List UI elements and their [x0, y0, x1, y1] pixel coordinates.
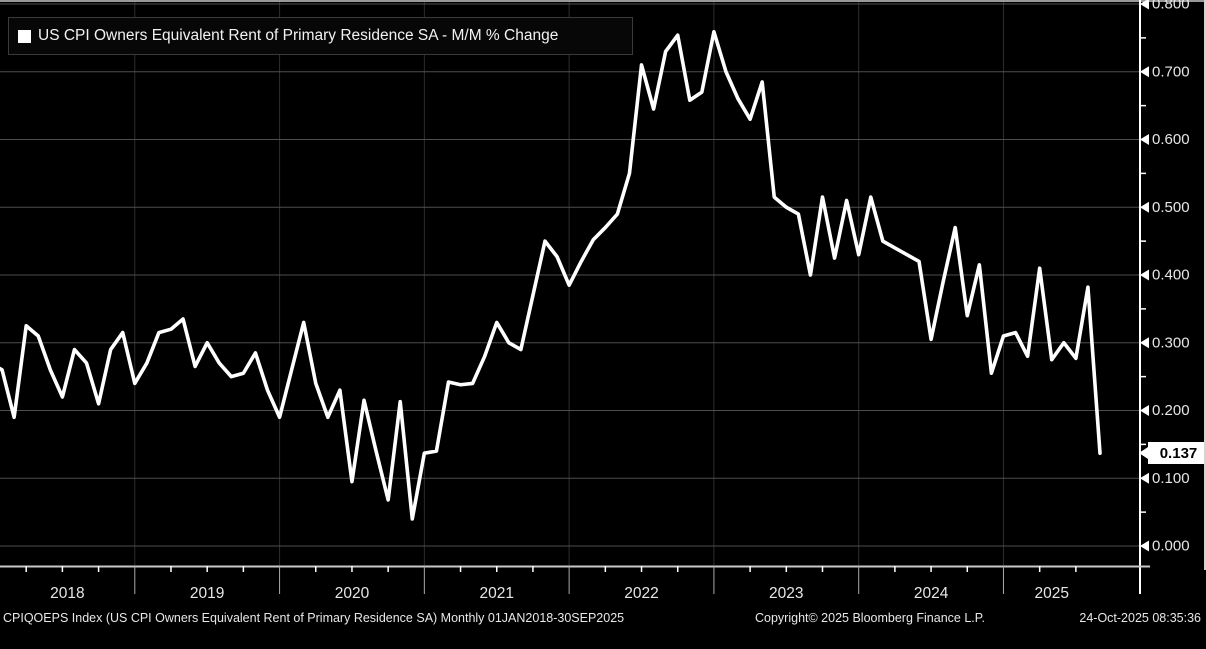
y-axis-label: 0.300 [1152, 334, 1190, 351]
window-right-edge [1204, 0, 1206, 570]
y-axis-label: 0.200 [1152, 402, 1190, 419]
footer-copyright: Copyright© 2025 Bloomberg Finance L.P. [755, 611, 985, 625]
x-axis-year-label: 2018 [50, 585, 84, 602]
x-axis-year-label: 2020 [335, 585, 370, 602]
legend-swatch-icon [18, 29, 31, 43]
y-axis-label: 0.000 [1152, 538, 1190, 555]
x-axis-year-label: 2019 [190, 585, 224, 602]
x-axis-year-label: 2021 [479, 585, 513, 602]
legend[interactable]: US CPI Owners Equivalent Rent of Primary… [8, 17, 633, 55]
footer-ticker-text: CPIQOEPS Index (US CPI Owners Equivalent… [3, 611, 625, 625]
x-axis-year-label: 2022 [624, 585, 658, 602]
y-axis-label: 0.400 [1152, 267, 1190, 284]
y-axis-label: 0.500 [1152, 199, 1190, 216]
last-value-tag: 0.137 [1139, 442, 1206, 465]
y-axis-label: 0.600 [1152, 131, 1190, 148]
legend-label: US CPI Owners Equivalent Rent of Primary… [38, 27, 559, 44]
footer-datetime: 24-Oct-2025 08:35:36 [1079, 611, 1201, 625]
x-axis-year-label: 2025 [1034, 585, 1068, 602]
footer-bar: CPIQOEPS Index (US CPI Owners Equivalent… [0, 611, 1206, 631]
x-axis-year-label: 2023 [769, 585, 803, 602]
x-axis-year-label: 2024 [914, 585, 949, 602]
y-axis-label: 0.800 [1152, 0, 1190, 13]
y-axis-label: 0.700 [1152, 63, 1190, 80]
y-axis-label: 0.100 [1152, 470, 1190, 487]
